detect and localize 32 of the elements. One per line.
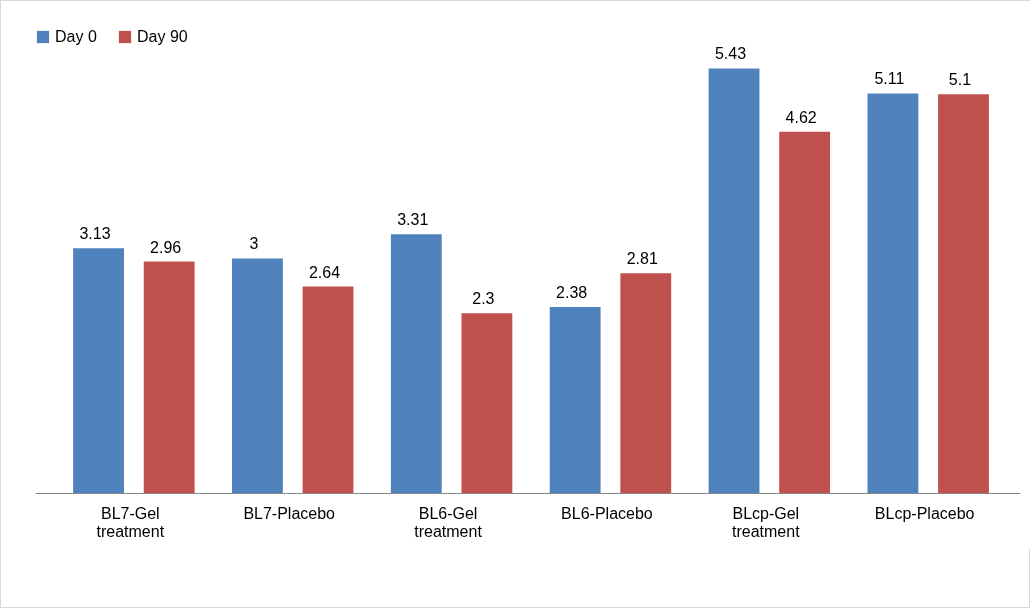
bar xyxy=(232,258,283,493)
bar xyxy=(867,93,919,493)
data-label: 2.81 xyxy=(626,250,658,268)
bar xyxy=(73,248,124,493)
x-tick-label: BL6-Placebo xyxy=(561,504,653,522)
data-label: 5.1 xyxy=(948,71,972,89)
data-label: 3.13 xyxy=(79,225,111,243)
x-tick-label: BLcp-Placebo xyxy=(874,504,975,522)
bar xyxy=(708,68,760,493)
x-tick-label: BL7-Placebo xyxy=(243,504,336,522)
bar xyxy=(938,94,989,493)
data-label: 3.31 xyxy=(397,211,429,229)
data-label: 2.38 xyxy=(556,283,588,301)
data-label: 2.96 xyxy=(150,238,182,256)
legend-label: Day 90 xyxy=(137,28,188,45)
legend-label: Day 0 xyxy=(55,28,97,45)
x-tick-label: BL6-Gel treatment xyxy=(414,504,483,540)
x-tick-label: BLcp-Gel treatment xyxy=(732,504,801,540)
data-label: 4.62 xyxy=(785,108,817,126)
bar xyxy=(302,286,354,493)
data-label: 2.3 xyxy=(472,290,495,308)
data-label: 3 xyxy=(249,235,259,253)
bar xyxy=(620,273,672,493)
bar xyxy=(143,261,195,493)
data-label: 2.64 xyxy=(308,263,341,281)
x-tick-label: BL7-Gel treatment xyxy=(96,504,165,540)
data-label: 5.11 xyxy=(874,70,905,88)
bar xyxy=(549,306,601,493)
bar xyxy=(461,313,513,493)
bar xyxy=(390,234,442,493)
bar xyxy=(779,131,831,493)
data-label: 5.43 xyxy=(714,45,747,63)
